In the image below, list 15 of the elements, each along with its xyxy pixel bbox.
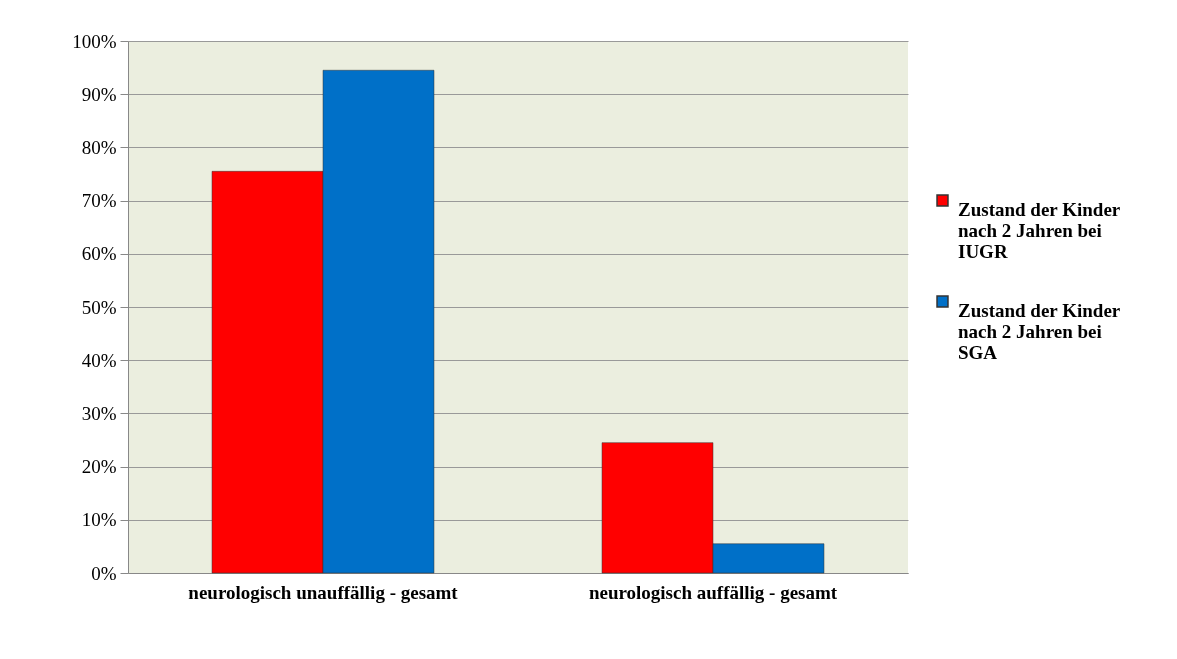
y-tick-label: 20% [81,456,117,478]
y-tick-label: 60% [81,243,117,265]
x-tick-label: neurologisch unauffällig - gesamt [188,581,459,603]
x-tick-label: neurologisch auffällig - gesamt [588,581,838,603]
legend-label: Zustand der Kinder nach 2 Jahren bei IUGR [958,198,1121,262]
y-tick-label: 10% [81,509,117,531]
y-tick-label: 50% [81,296,117,318]
legend-label: Zustand der Kinder nach 2 Jahren bei SGA [958,299,1121,363]
y-tick-label: 30% [81,402,117,424]
y-tick-label: 0% [91,562,117,584]
y-tick-label: 40% [81,349,117,371]
y-tick-label: 90% [81,83,117,105]
y-tick-label: 70% [81,190,117,212]
y-tick-label: 100% [72,30,117,52]
y-tick-label: 80% [81,136,117,158]
